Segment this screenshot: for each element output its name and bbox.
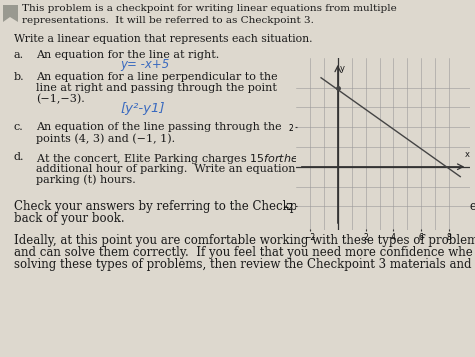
Polygon shape bbox=[3, 5, 18, 22]
Text: y: y bbox=[340, 64, 345, 73]
Text: d.: d. bbox=[14, 152, 25, 162]
Text: [y²-y1]: [y²-y1] bbox=[120, 102, 164, 115]
Text: x: x bbox=[465, 150, 469, 159]
Text: b.: b. bbox=[14, 72, 25, 82]
Text: Check your answers by referring to the Checkpoint 3 materials located at the: Check your answers by referring to the C… bbox=[14, 200, 475, 213]
Text: An equation for a line perpendicular to the: An equation for a line perpendicular to … bbox=[36, 72, 277, 82]
Text: representations.  It will be referred to as Checkpoint 3.: representations. It will be referred to … bbox=[22, 16, 314, 25]
Text: c.: c. bbox=[14, 122, 24, 132]
Text: and can solve them correctly.  If you feel that you need more confidence whe: and can solve them correctly. If you fee… bbox=[14, 246, 473, 259]
Text: y= -x+5: y= -x+5 bbox=[120, 58, 169, 71]
Text: line at right and passing through the point: line at right and passing through the po… bbox=[36, 83, 277, 93]
Text: An equation of the line passing through the: An equation of the line passing through … bbox=[36, 122, 282, 132]
Text: parking (t) hours.: parking (t) hours. bbox=[36, 174, 136, 185]
Text: solving these types of problems, then review the Checkpoint 3 materials and: solving these types of problems, then re… bbox=[14, 258, 472, 271]
Text: back of your book.: back of your book. bbox=[14, 212, 124, 225]
Text: At the concert, Elite Parking charges $15 for the first hour and $7 for each: At the concert, Elite Parking charges $1… bbox=[36, 152, 424, 166]
Text: additional hour of parking.  Write an equation to represent the cost (C) for: additional hour of parking. Write an equ… bbox=[36, 163, 457, 174]
Text: (−1,−3).: (−1,−3). bbox=[36, 94, 85, 104]
Text: An equation for the line at right.: An equation for the line at right. bbox=[36, 50, 219, 60]
Text: Ideally, at this point you are comfortable working with these types of problem: Ideally, at this point you are comfortab… bbox=[14, 234, 475, 247]
Text: points (4, 3) and (−1, 1).: points (4, 3) and (−1, 1). bbox=[36, 133, 175, 144]
Text: a.: a. bbox=[14, 50, 24, 60]
Text: Write a linear equation that represents each situation.: Write a linear equation that represents … bbox=[14, 34, 313, 44]
Text: This problem is a checkpoint for writing linear equations from multiple: This problem is a checkpoint for writing… bbox=[22, 4, 397, 13]
